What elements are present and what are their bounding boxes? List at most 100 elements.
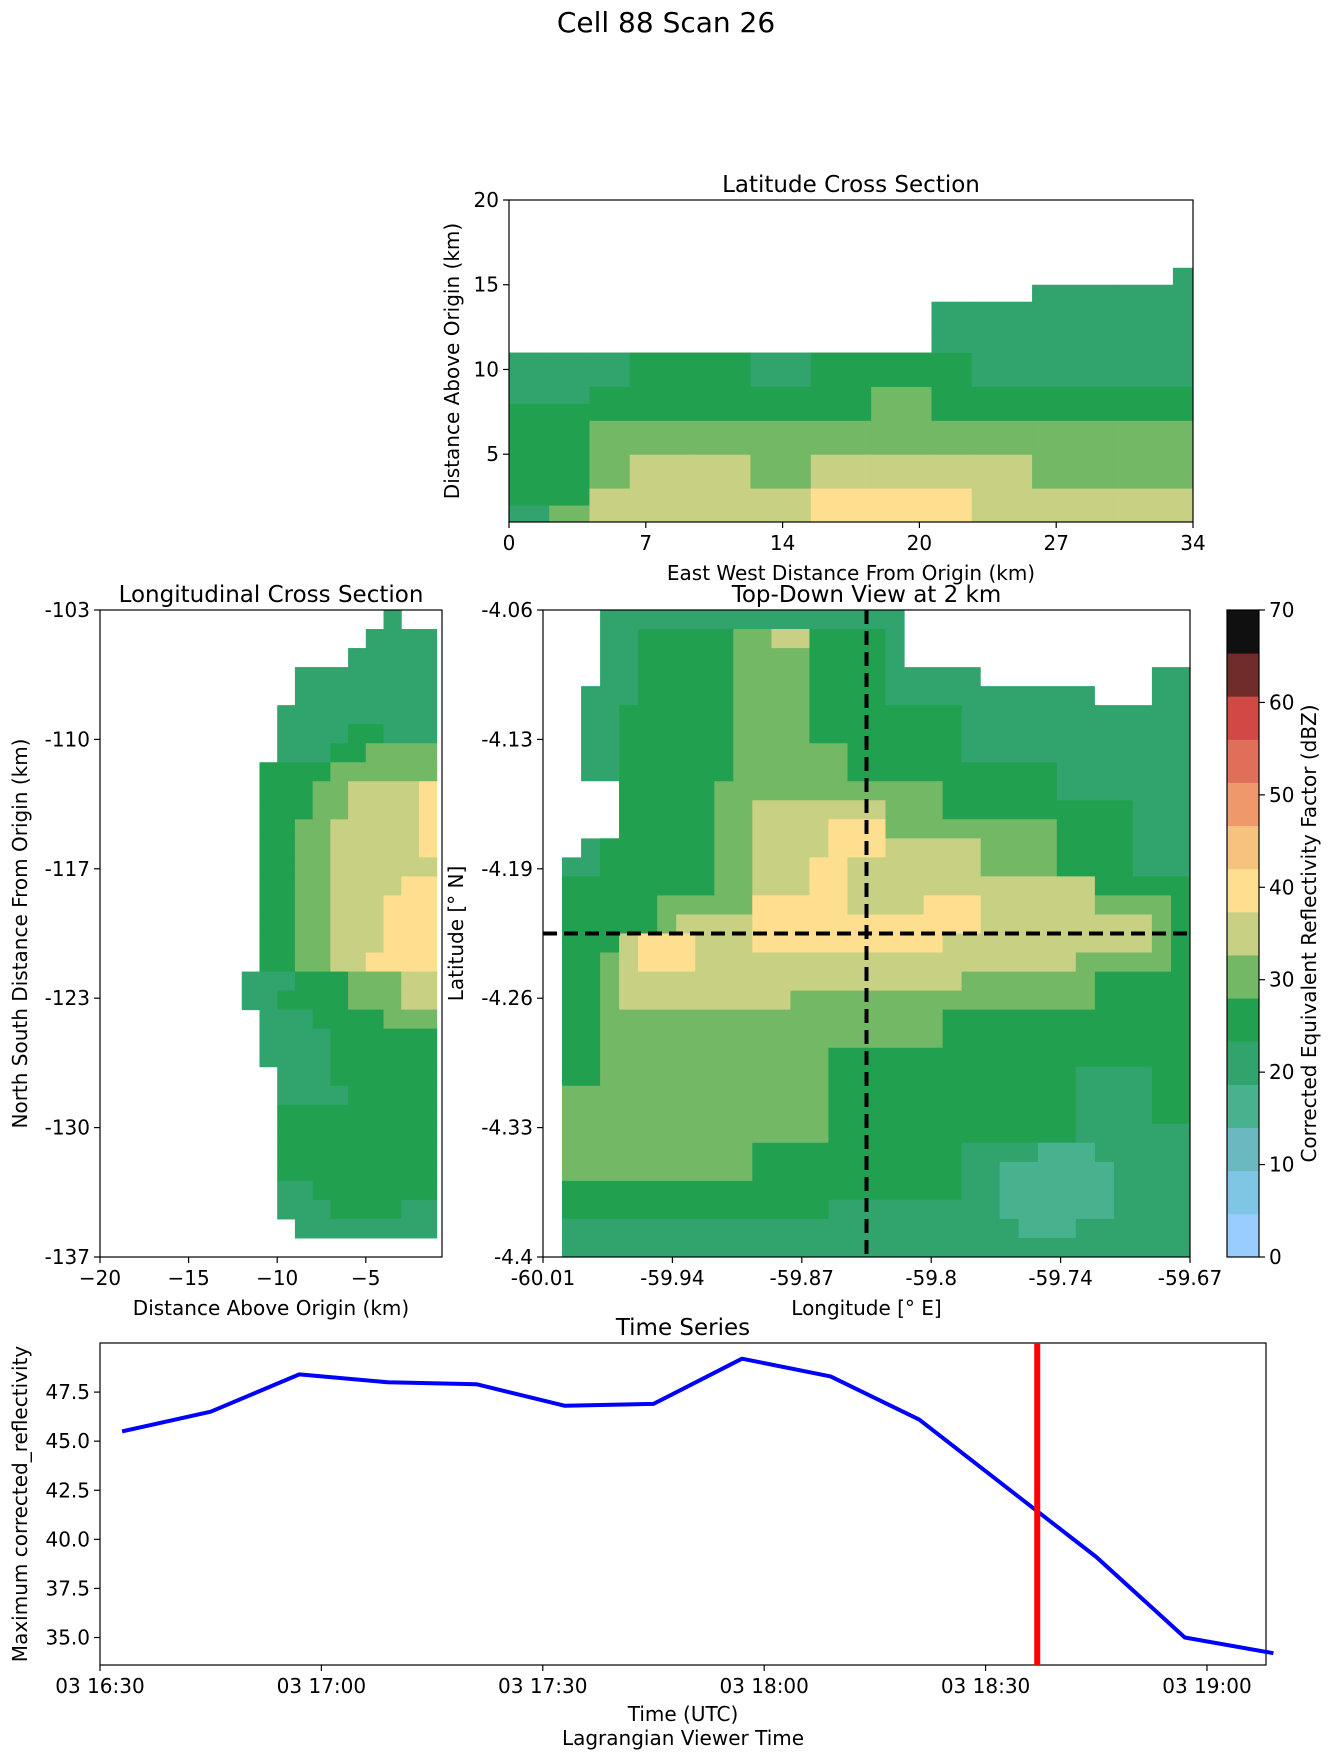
lat-heatmap-cell (1113, 488, 1174, 522)
lon-heatmap-cell (295, 819, 331, 839)
lon-heatmap-cell (330, 838, 419, 858)
lat-heatmap-cell (871, 454, 932, 488)
lon-heatmap-cell (330, 1029, 437, 1049)
lat-y-axis-label: Distance Above Origin (km) (440, 223, 464, 499)
lat-heatmap-cell (1113, 386, 1174, 420)
lon-heatmap-cell (277, 1105, 437, 1125)
lon-heatmap-cell (330, 819, 419, 839)
lat-heatmap-cell (931, 353, 972, 387)
lat-xtick-label: 20 (907, 531, 932, 555)
lon-heatmap-cell (384, 1010, 420, 1030)
lat-heatmap-cell (972, 353, 1033, 387)
lon-heatmap-cell (277, 1086, 348, 1106)
lon-heatmap-cell (330, 934, 384, 954)
lat-heatmap-cell (589, 454, 630, 488)
lat-heatmap-cell (750, 386, 811, 420)
ts-x-axis-sublabel: Lagrangian Viewer Time (562, 1726, 804, 1750)
lon-heatmap-cell (259, 953, 295, 973)
lon-heatmap-cell (259, 838, 295, 858)
colorbar-tick-label: 0 (1269, 1245, 1282, 1269)
ts-ytick-label: 37.5 (45, 1576, 90, 1600)
lat-heatmap-cell (509, 505, 550, 522)
lon-heatmap-cell (295, 972, 349, 992)
lon-x-axis-label: Distance Above Origin (km) (133, 1296, 409, 1320)
colorbar-tick-label: 60 (1269, 690, 1294, 714)
lon-heatmap-cell (277, 1143, 437, 1163)
lat-heatmap-cell (811, 420, 872, 454)
lon-heatmap-cell (277, 991, 348, 1011)
top-ytick-label: -4.13 (481, 727, 533, 751)
lon-heatmap-cell (384, 934, 438, 954)
lon-chart-title: Longitudinal Cross Section (119, 582, 424, 608)
lon-heatmap-cell (401, 876, 437, 896)
lon-heatmap-cell (401, 972, 437, 992)
lat-ytick-label: 20 (474, 188, 499, 212)
lon-heatmap-cell (384, 914, 438, 934)
ts-ytick-label: 35.0 (45, 1626, 90, 1650)
lat-heatmap-cell (1113, 353, 1174, 387)
lon-heatmap-cell (259, 819, 295, 839)
lat-xtick-label: 34 (1180, 531, 1205, 555)
lon-heatmap-cell (277, 724, 348, 744)
top-x-axis-label: Longitude [° E] (791, 1296, 941, 1320)
lon-heatmap-cell (295, 934, 331, 954)
lon-heatmap-cell (366, 629, 402, 649)
ts-xtick-label: 03 19:00 (1162, 1674, 1251, 1698)
longitudinal-cross-section-panel: −20−15−10−5-103-110-117-123-130-137Longi… (8, 582, 442, 1320)
lon-heatmap-cell (330, 1048, 437, 1068)
lon-heatmap-cell (259, 800, 313, 820)
lat-heatmap-cell (690, 454, 751, 488)
colorbar-tick-label: 70 (1269, 598, 1294, 622)
colorbar-swatch (1227, 1128, 1259, 1172)
lat-heatmap-cell (690, 386, 751, 420)
colorbar-tick-label: 10 (1269, 1153, 1294, 1177)
top-ytick-label: -4.06 (481, 598, 533, 622)
lon-heatmap-cell (348, 991, 402, 1011)
lon-heatmap-cell (330, 914, 384, 934)
lon-heatmap-cell (366, 953, 437, 973)
lon-ytick-label: -130 (45, 1116, 90, 1140)
lon-ytick-label: -123 (45, 986, 90, 1010)
lon-heatmap-cell (348, 648, 437, 668)
lon-heatmap-cell (419, 1010, 437, 1030)
lat-heatmap-cell (1173, 268, 1194, 319)
lon-heatmap-cell (401, 1219, 437, 1239)
lon-heatmap-cell (295, 857, 331, 877)
lat-heatmap-cell (811, 353, 872, 387)
lon-heatmap-cell (259, 1029, 330, 1049)
lat-ytick-label: 15 (474, 273, 499, 297)
colorbar-swatch (1227, 1041, 1259, 1085)
lat-heatmap-cell (1032, 353, 1113, 387)
lat-heatmap-cell (1173, 420, 1194, 454)
lat-heatmap-cell (931, 454, 972, 488)
lon-heatmap-cell (348, 781, 419, 801)
lon-heatmap-cell (348, 972, 402, 992)
lat-heatmap-cell (1173, 353, 1194, 387)
lon-heatmap-cell (277, 1067, 331, 1087)
lat-heatmap-cell (1032, 454, 1113, 488)
lat-heatmap-cell (589, 386, 630, 420)
lat-ytick-label: 5 (486, 442, 499, 466)
lon-heatmap-cell (348, 1086, 437, 1106)
top-down-view-panel: -60.01-59.94-59.87-59.8-59.74-59.67-4.4-… (444, 582, 1222, 1320)
lat-ytick-label: 10 (474, 357, 499, 381)
lon-heatmap-cell (295, 1219, 402, 1239)
lat-heatmap-cell (931, 420, 972, 454)
colorbar-swatch (1227, 869, 1259, 913)
lat-xtick-label: 27 (1043, 531, 1068, 555)
ts-y-axis-label: Maximum corrected_reflectivity (8, 1346, 32, 1663)
lon-heatmap-cell (259, 934, 295, 954)
lat-heatmap-cell (871, 353, 932, 387)
ts-ytick-label: 40.0 (45, 1527, 90, 1551)
colorbar-swatch (1227, 955, 1259, 999)
lat-heatmap-cell (871, 488, 932, 522)
lon-heatmap-cell (295, 895, 331, 915)
colorbar-swatch (1227, 998, 1259, 1042)
top-xtick-label: -59.67 (1158, 1266, 1222, 1290)
colorbar-swatch (1227, 653, 1259, 697)
top-reflectivity-region (771, 629, 809, 648)
lon-heatmap-cell (366, 762, 437, 782)
lon-xtick-label: −10 (256, 1266, 298, 1290)
lon-heatmap-cell (330, 762, 366, 782)
